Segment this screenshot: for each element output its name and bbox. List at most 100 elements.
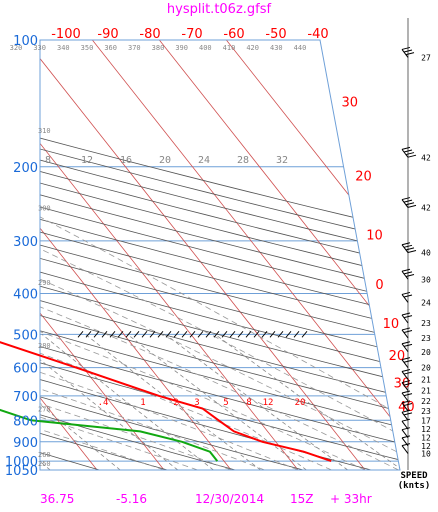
footer-time: 15Z — [290, 492, 314, 506]
mixing-ratio-label: 24 — [198, 155, 210, 166]
wind-speed-label: 17 — [421, 416, 431, 425]
wind-barb — [401, 268, 415, 280]
wind-speed-label: 10 — [421, 450, 431, 459]
freezing-level-hatch — [245, 331, 252, 338]
moist-adiabat-line — [40, 227, 232, 470]
footer-lon: -5.16 — [116, 492, 147, 506]
freezing-level-hatch — [93, 331, 100, 338]
moist-adiabat-line — [40, 166, 400, 470]
mixing-ratio-line — [85, 333, 261, 470]
pressure-label: 1000 — [5, 455, 38, 470]
dry-adiabat-line — [40, 40, 400, 470]
freezing-level-hatch — [205, 331, 212, 338]
wind-speed-label: 40 — [421, 249, 431, 258]
temperature-top-label: -100 — [51, 27, 81, 42]
theta-label: 440 — [294, 44, 307, 52]
dry-adiabat-line — [40, 40, 400, 470]
wind-speed-label: 23 — [421, 407, 431, 416]
theta-label: 310 — [38, 127, 51, 135]
theta-label: 430 — [270, 44, 283, 52]
mixing-ratio-line — [127, 333, 307, 470]
freezing-level-hatch — [141, 331, 148, 338]
temperature-right-label: 10 — [366, 229, 383, 244]
pressure-label: 900 — [13, 436, 38, 451]
pressure-label: 400 — [13, 288, 38, 303]
theta-label: 400 — [199, 44, 212, 52]
wind-speed-label: 20 — [421, 364, 431, 373]
wind-speed-label: 27 — [421, 53, 431, 62]
dry-adiabat-line — [40, 40, 236, 470]
mixing-ratio-label: 8 — [246, 398, 251, 408]
freezing-level-hatch — [253, 331, 260, 338]
temperature-top-label: -50 — [265, 27, 286, 42]
dry-adiabat-line — [40, 40, 400, 470]
freezing-level-hatch — [237, 331, 244, 338]
freezing-level-hatch — [261, 331, 268, 338]
freezing-level-hatch — [157, 331, 164, 338]
mixing-ratio-line — [165, 333, 348, 470]
wind-speed-label: 12 — [421, 434, 431, 443]
dry-adiabat-line — [40, 40, 400, 470]
speed-label: SPEED — [400, 471, 428, 481]
pressure-label: 500 — [13, 328, 38, 343]
isotherm-line — [40, 40, 299, 470]
temperature-right-label: 20 — [355, 170, 372, 185]
dry-adiabat-line — [40, 40, 400, 470]
freezing-level-hatch — [269, 331, 276, 338]
freezing-level-hatch — [277, 331, 284, 338]
temperature-top-label: -60 — [223, 27, 244, 42]
footer-date: 12/30/2014 — [195, 492, 264, 506]
mixing-ratio-line — [214, 333, 400, 470]
temperature-top-label: -90 — [97, 27, 118, 42]
moist-adiabat-line — [40, 166, 366, 470]
mixing-ratio-line — [41, 333, 214, 470]
sounding-profiles — [0, 341, 332, 463]
wind-barb — [401, 368, 413, 380]
theta-label: 360 — [104, 44, 117, 52]
theta-label: 290 — [38, 279, 51, 287]
freezing-level-hatch — [221, 331, 228, 338]
mixing-ratio-label: 16 — [120, 155, 132, 166]
theta-label: 250 — [38, 460, 51, 468]
wind-speed-label: 23 — [421, 334, 431, 343]
wind-speed-label: 21 — [421, 387, 431, 396]
wind-speed-label: 12 — [421, 425, 431, 434]
diagram-grid — [39, 39, 401, 471]
theta-label: 420 — [246, 44, 259, 52]
isotherm-line — [92, 40, 400, 470]
temperature-right-label: 10 — [383, 317, 400, 332]
temperature-right-label: 20 — [389, 349, 406, 364]
freezing-level-hatch — [85, 331, 92, 338]
footer-lat: 36.75 — [40, 492, 74, 506]
wind-barb — [401, 400, 413, 412]
wind-speed-label: 24 — [421, 298, 431, 307]
temperature-top-label: -40 — [307, 27, 328, 42]
mixing-ratio-label: 32 — [276, 155, 288, 166]
temperature-right-label: 30 — [341, 96, 358, 111]
wind-speed-label: 22 — [421, 397, 431, 406]
theta-label: 390 — [175, 44, 188, 52]
freezing-level-hatch — [181, 331, 188, 338]
temperature-top-label: -80 — [139, 27, 160, 42]
theta-label: 270 — [38, 406, 51, 414]
freezing-level-hatch — [125, 331, 132, 338]
theta-label: 380 — [152, 44, 165, 52]
freezing-level-hatch — [213, 331, 220, 338]
dry-adiabat-line — [40, 40, 400, 470]
dewpoint-profile-line — [0, 408, 219, 462]
dry-adiabat-line — [40, 40, 400, 470]
wind-barb — [401, 390, 413, 402]
dry-adiabat-line — [40, 40, 400, 470]
pressure-label: 100 — [13, 34, 38, 49]
moist-adiabat-line — [40, 166, 399, 470]
moist-adiabat-line — [40, 179, 299, 470]
mixing-ratio-label: 2 — [173, 398, 178, 408]
wind-speed-label: 20 — [421, 348, 431, 357]
mixing-ratio-label: 20 — [159, 155, 171, 166]
mixing-ratio-label: 20 — [295, 398, 306, 408]
diagram-border — [39, 39, 401, 471]
wind-barb — [401, 380, 413, 391]
freezing-level-hatch — [77, 331, 84, 338]
